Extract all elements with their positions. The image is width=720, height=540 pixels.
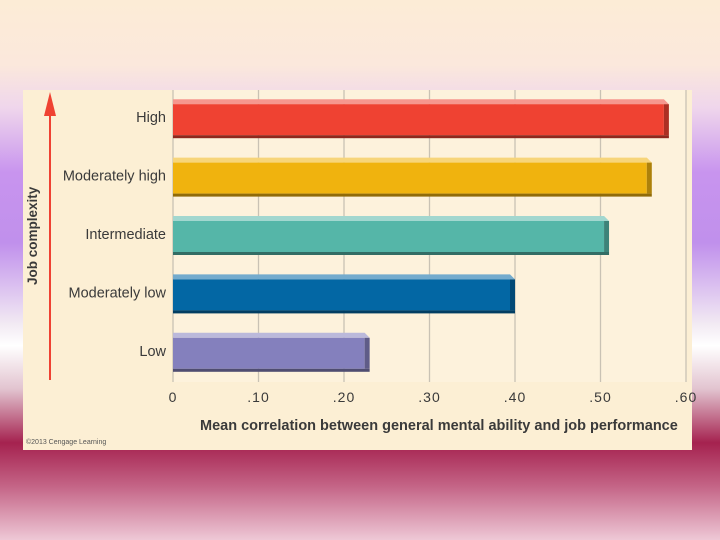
x-tick-label: .10 [247,389,269,405]
copyright-notice: ©2013 Cengage Learning [26,439,107,446]
bar-side-face [604,221,610,252]
x-tick-label: .30 [418,389,440,405]
x-tick-label: .20 [333,389,355,405]
bar-front-face [173,162,647,194]
category-label: High [136,110,166,126]
bar-side-face [364,337,370,369]
category-label: Moderately low [68,285,166,301]
y-axis-arrow-head [44,92,56,116]
category-label: Low [139,344,166,360]
x-tick-label: .60 [675,389,697,405]
bar-moderately-high [173,157,652,197]
x-axis-label: Mean correlation between general mental … [200,418,678,434]
bar-high [173,99,669,139]
category-label: Intermediate [85,227,166,243]
bar-side-face [646,162,652,194]
bar-bottom-edge [173,310,515,314]
x-tick-label: 0 [169,389,178,405]
bar-front-face [173,279,510,311]
bar-top-face [173,332,370,338]
bar-side-face [510,279,515,311]
bar-top-face [173,99,669,105]
category-label: Moderately high [63,169,166,185]
x-tick-label: .50 [589,389,611,405]
bar-front-face [173,337,365,369]
bar-bottom-edge [173,368,370,372]
bar-front-face [173,221,605,252]
bar-bottom-edge [173,193,652,197]
bar-bottom-edge [173,135,669,139]
bar-top-face [173,157,652,163]
bar-top-face [173,216,610,221]
bar-moderately-low [173,274,515,314]
bar-bottom-edge [173,252,610,255]
bar-front-face [173,104,664,136]
x-tick-label: .40 [504,389,526,405]
bar-side-face [663,104,669,136]
bar-intermediate [173,216,610,255]
bar-low [173,332,370,372]
y-axis-label: Job complexity [25,186,40,285]
bar-top-face [173,274,515,280]
